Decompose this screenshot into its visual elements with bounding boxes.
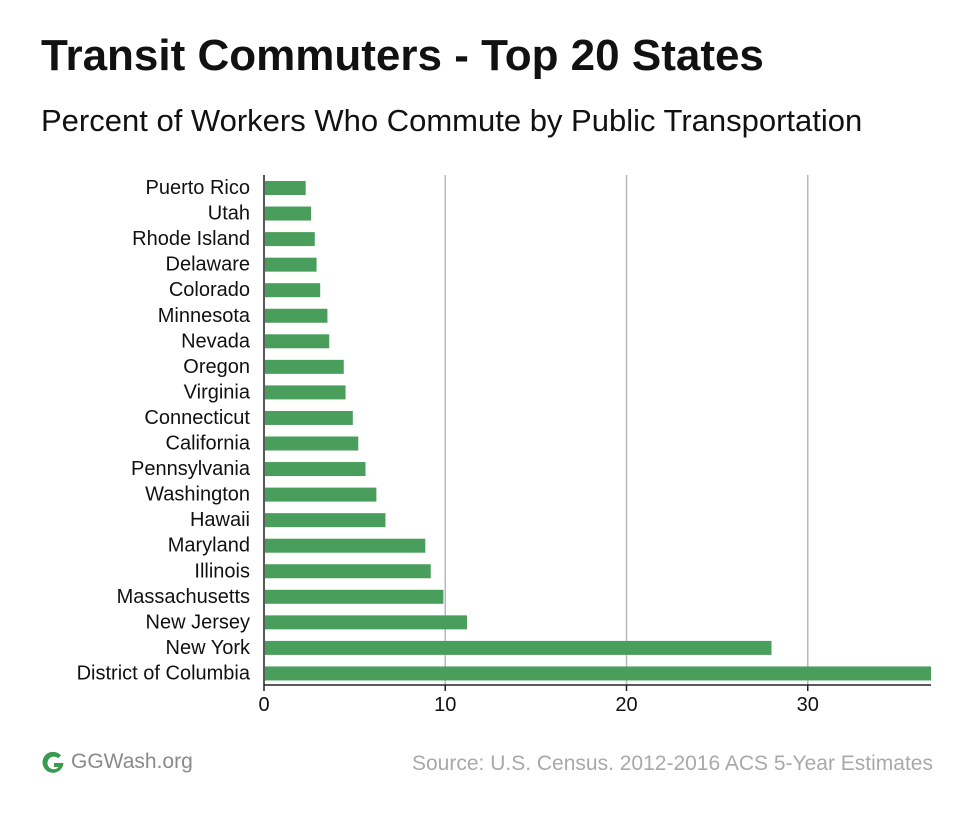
bar: [265, 564, 431, 579]
bar: [265, 538, 426, 553]
category-label: California: [166, 433, 251, 455]
ggwash-logo: GGWash.org: [39, 748, 193, 776]
category-label: Utah: [208, 203, 250, 225]
category-label: Puerto Rico: [146, 177, 251, 199]
category-label: Rhode Island: [132, 228, 250, 250]
category-label: New York: [166, 637, 251, 659]
bar: [265, 615, 467, 630]
ggwash-logo-icon: [42, 751, 64, 773]
bar: [265, 436, 359, 451]
logo-text: GGWash.org: [71, 750, 193, 773]
bar: [265, 308, 328, 323]
chart-title: Transit Commuters - Top 20 States: [41, 31, 764, 80]
chart-subtitle: Percent of Workers Who Commute by Public…: [41, 103, 863, 138]
category-label: Pennsylvania: [131, 458, 251, 480]
category-label: Minnesota: [158, 305, 251, 327]
bar: [265, 589, 444, 604]
category-label: Connecticut: [144, 407, 250, 429]
bar: [265, 513, 386, 528]
x-tick-label: 20: [615, 694, 637, 716]
bar: [265, 385, 346, 400]
category-label: Hawaii: [190, 509, 250, 531]
category-label: Massachusetts: [117, 586, 250, 608]
bar-chart: Puerto Rico Utah Rhode Island Delaware Color…: [77, 175, 931, 716]
bar: [265, 410, 353, 425]
bar: [265, 462, 366, 477]
category-label: Delaware: [166, 254, 250, 276]
bar: [265, 206, 312, 221]
bar: [265, 666, 931, 681]
bar: [265, 257, 317, 272]
bar: [265, 232, 315, 247]
category-label: New Jersey: [146, 611, 250, 633]
bar: [265, 487, 377, 502]
category-label: Maryland: [168, 535, 250, 557]
category-label: Nevada: [181, 330, 251, 352]
x-tick-label: 10: [434, 694, 456, 716]
x-tick-label: 30: [797, 694, 819, 716]
category-label: District of Columbia: [77, 662, 251, 684]
category-label: Oregon: [183, 356, 250, 378]
bar: [265, 334, 330, 349]
bar: [265, 359, 344, 374]
bar: [265, 181, 306, 195]
bar: [265, 283, 321, 298]
x-tick-label: 0: [258, 694, 269, 716]
category-label: Washington: [145, 484, 250, 506]
category-label: Colorado: [169, 279, 250, 301]
category-label: Virginia: [184, 381, 251, 403]
category-label: Illinois: [194, 560, 250, 582]
bar: [265, 640, 772, 655]
source-note: Source: U.S. Census. 2012-2016 ACS 5-Yea…: [411, 752, 933, 775]
